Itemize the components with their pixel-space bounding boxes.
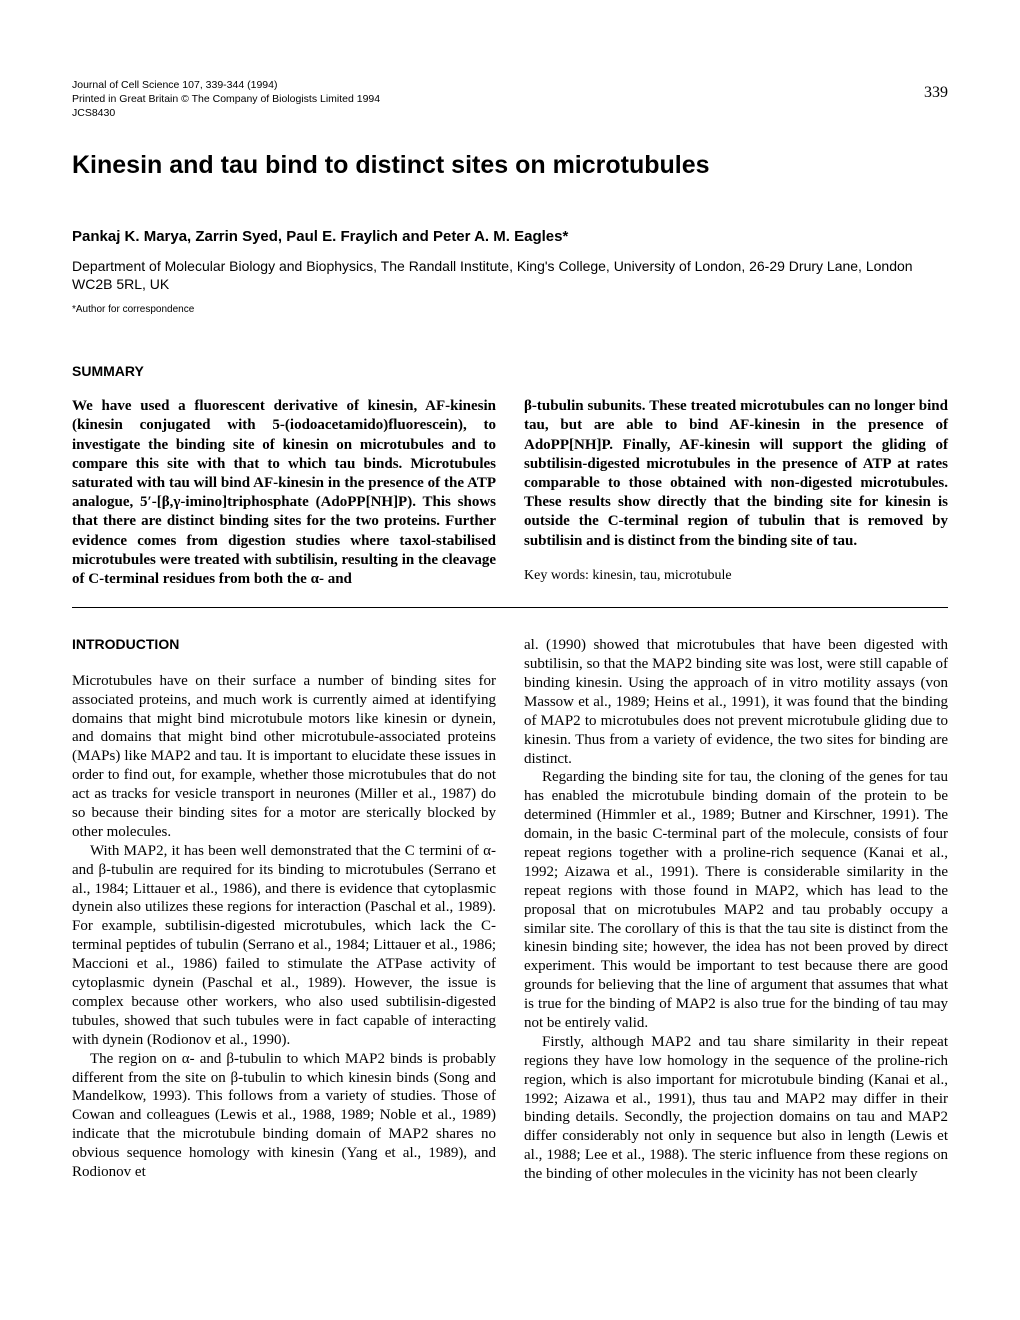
- intro-paragraph: al. (1990) showed that microtubules that…: [524, 636, 948, 768]
- summary-right-column: β-tubulin subunits. These treated microt…: [524, 397, 948, 589]
- intro-left-column: INTRODUCTION Microtubules have on their …: [72, 636, 496, 1184]
- introduction-columns: INTRODUCTION Microtubules have on their …: [72, 636, 948, 1184]
- keywords: Key words: kinesin, tau, microtubule: [524, 567, 948, 585]
- summary-text: We have used a fluorescent derivative of…: [72, 398, 496, 587]
- summary-columns: We have used a fluorescent derivative of…: [72, 397, 948, 589]
- introduction-heading: INTRODUCTION: [72, 636, 496, 654]
- corresponding-author-note: *Author for correspondence: [72, 304, 948, 315]
- intro-right-column: al. (1990) showed that microtubules that…: [524, 636, 948, 1184]
- summary-heading: SUMMARY: [72, 363, 948, 379]
- intro-paragraph: With MAP2, it has been well demonstrated…: [72, 842, 496, 1050]
- summary-left-column: We have used a fluorescent derivative of…: [72, 397, 496, 589]
- journal-line: Journal of Cell Science 107, 339-344 (19…: [72, 78, 948, 92]
- intro-paragraph: The region on α- and β-tubulin to which …: [72, 1050, 496, 1182]
- page-number: 339: [924, 84, 948, 102]
- section-divider: [72, 607, 948, 608]
- intro-paragraph: Firstly, although MAP2 and tau share sim…: [524, 1033, 948, 1184]
- intro-paragraph: Regarding the binding site for tau, the …: [524, 768, 948, 1032]
- affiliation: Department of Molecular Biology and Biop…: [72, 257, 948, 295]
- authors: Pankaj K. Marya, Zarrin Syed, Paul E. Fr…: [72, 228, 948, 245]
- intro-paragraph: Microtubules have on their surface a num…: [72, 672, 496, 842]
- journal-line: JCS8430: [72, 106, 948, 120]
- journal-line: Printed in Great Britain © The Company o…: [72, 92, 948, 106]
- article-title: Kinesin and tau bind to distinct sites o…: [72, 151, 948, 180]
- journal-header: Journal of Cell Science 107, 339-344 (19…: [72, 78, 948, 121]
- summary-text: β-tubulin subunits. These treated microt…: [524, 397, 948, 551]
